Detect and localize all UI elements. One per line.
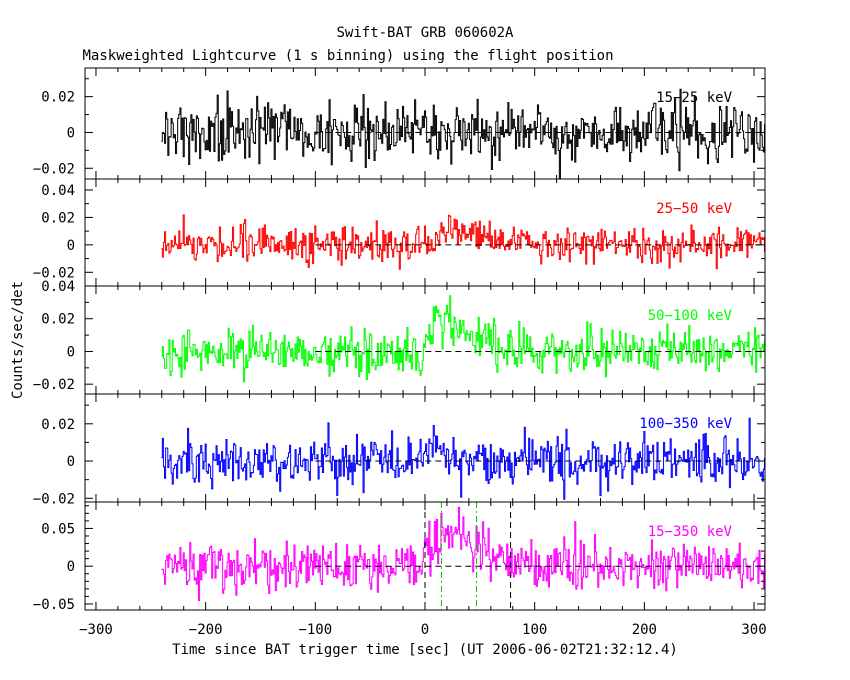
panel-25-50-kev: −0.02 0 0.02 0.04 25−50 keV (33, 178, 766, 287)
y-tick-label: 0.02 (41, 90, 75, 106)
chart-subtitle: Maskweighted Lightcurve (1 s binning) us… (82, 48, 613, 64)
y-tick-label: 0 (67, 559, 75, 575)
panel-frame (84, 393, 766, 503)
series-label: 100−350 keV (639, 416, 732, 432)
series-label: 50−100 keV (648, 308, 733, 324)
panel-frame (84, 285, 766, 395)
panel-50-100-kev: −0.02 0 0.02 0.04 50−100 keV (33, 279, 766, 395)
x-tick-label: −300 (79, 622, 113, 638)
x-tick-label: −100 (298, 622, 332, 638)
y-tick-label: 0 (67, 125, 75, 141)
panels-group: −0.02 0 0.02 15−25 keV −0.02 0 0.02 0.04 25−50 k… (33, 67, 767, 638)
y-tick-label: 0.02 (41, 417, 75, 433)
x-tick-label: 300 (741, 622, 766, 638)
y-tick-label: 0 (67, 238, 75, 254)
series-label: 25−50 keV (656, 201, 732, 217)
x-tick-label: 200 (632, 622, 657, 638)
y-tick-label: 0.02 (41, 210, 75, 226)
y-tick-label: −0.02 (33, 377, 75, 393)
series-line (161, 295, 766, 383)
y-tick-label: 0.04 (41, 279, 75, 295)
x-tick-label: 100 (522, 622, 547, 638)
series-line (161, 88, 766, 180)
panel-100-350-kev: −0.02 0 0.02 100−350 keV (33, 393, 766, 507)
y-tick-label: 0.04 (41, 183, 75, 199)
y-tick-label: −0.05 (33, 597, 75, 613)
y-tick-label: 0 (67, 454, 75, 470)
y-tick-label: 0.02 (41, 312, 75, 328)
panel-15-25-kev: −0.02 0 0.02 15−25 keV (33, 67, 766, 180)
x-tick-label: 0 (421, 622, 429, 638)
x-tick-label: −200 (189, 622, 223, 638)
chart-title: Swift-BAT GRB 060602A (336, 25, 514, 41)
series-line (161, 214, 766, 270)
y-tick-label: −0.02 (33, 265, 75, 281)
x-axis-label: Time since BAT trigger time [sec] (UT 20… (172, 642, 678, 658)
series-label: 15−350 keV (648, 524, 733, 540)
y-tick-label: −0.02 (33, 161, 75, 177)
series-label: 15−25 keV (656, 90, 732, 106)
series-line (161, 417, 766, 500)
panel-frame (84, 67, 766, 180)
y-tick-label: 0.05 (41, 521, 75, 537)
panel-15-350-kev: −0.05 0 0.05 15−350 keV (33, 501, 766, 613)
y-tick-label: −0.02 (33, 491, 75, 507)
y-tick-label: 0 (67, 344, 75, 360)
panel-frame (84, 178, 766, 287)
series-line (161, 506, 766, 602)
y-axis-label: Counts/sec/det (10, 281, 26, 399)
